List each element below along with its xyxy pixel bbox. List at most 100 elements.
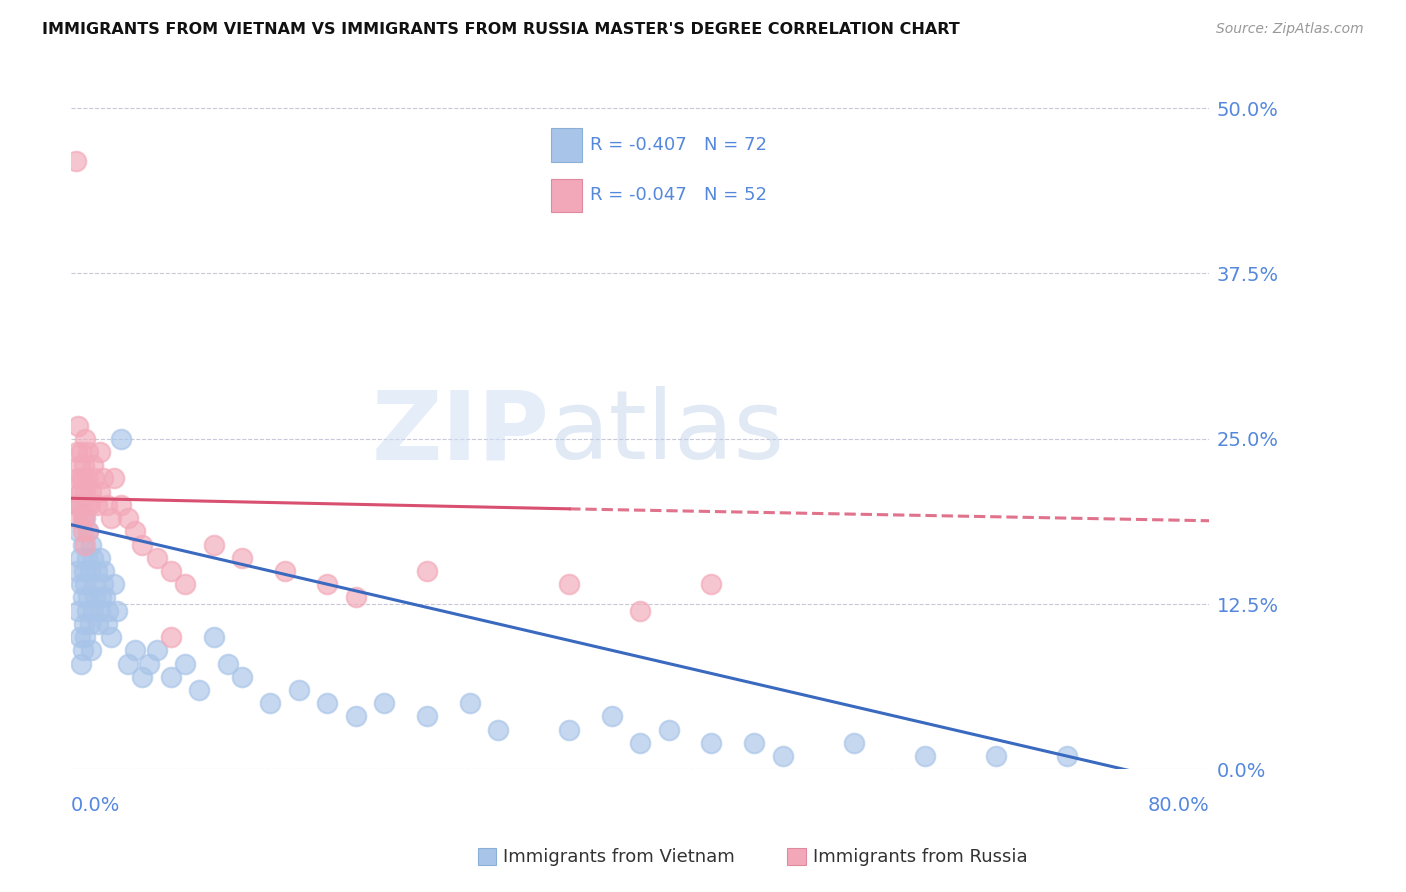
Point [73, 511, 96, 525]
Point [77, 445, 100, 459]
Point [658, 723, 681, 737]
Point [97, 604, 120, 618]
Point [984, 749, 1007, 764]
Point [100, 630, 122, 644]
Point [73, 458, 96, 473]
Point [188, 683, 211, 698]
Point [416, 564, 439, 578]
Point [77, 591, 100, 605]
Point [73, 616, 96, 631]
Point [160, 630, 183, 644]
Point [67, 418, 90, 433]
Point [70, 484, 93, 499]
Point [373, 696, 395, 710]
Point [1056, 749, 1078, 764]
Point [558, 577, 581, 591]
Point [79, 564, 101, 578]
Point [273, 564, 295, 578]
Point [316, 577, 339, 591]
Point [69, 498, 91, 512]
Point [73, 564, 96, 578]
Point [344, 709, 367, 723]
Point [160, 670, 183, 684]
Point [131, 537, 153, 551]
Point [91, 471, 114, 485]
Point [72, 524, 94, 539]
Point [75, 630, 97, 644]
Point [80, 484, 103, 499]
Text: 0.0%: 0.0% [72, 797, 121, 815]
Point [316, 696, 339, 710]
Point [145, 550, 167, 565]
Point [914, 749, 936, 764]
Point [217, 657, 239, 671]
Point [89, 484, 111, 499]
Point [77, 524, 100, 539]
Point [67, 498, 90, 512]
Point [202, 537, 225, 551]
Point [67, 524, 90, 539]
Point [86, 564, 108, 578]
Point [82, 550, 104, 565]
Point [174, 577, 197, 591]
Point [86, 498, 108, 512]
Point [288, 683, 311, 698]
Point [67, 604, 90, 618]
Point [89, 604, 111, 618]
Point [70, 657, 93, 671]
Point [742, 736, 765, 750]
Point [91, 577, 114, 591]
Point [100, 511, 122, 525]
Point [79, 616, 101, 631]
Point [76, 498, 98, 512]
Point [67, 471, 90, 485]
Point [558, 723, 581, 737]
Point [80, 537, 103, 551]
Point [75, 484, 97, 499]
Point [117, 657, 139, 671]
Point [600, 709, 623, 723]
Point [79, 498, 101, 512]
Point [117, 511, 139, 525]
Text: 80.0%: 80.0% [1147, 797, 1209, 815]
Point [66, 511, 89, 525]
Point [75, 577, 97, 591]
Point [76, 471, 98, 485]
Point [75, 537, 97, 551]
Point [72, 643, 94, 657]
Point [83, 577, 105, 591]
Point [69, 458, 91, 473]
Point [66, 445, 89, 459]
Point [110, 432, 132, 446]
Point [202, 630, 225, 644]
Point [628, 604, 651, 618]
Point [69, 630, 91, 644]
Point [628, 736, 651, 750]
Point [96, 498, 118, 512]
Point [75, 432, 97, 446]
Point [416, 709, 439, 723]
Point [82, 604, 104, 618]
Point [72, 511, 94, 525]
Point [145, 643, 167, 657]
Point [842, 736, 865, 750]
Point [72, 537, 94, 551]
Text: IMMIGRANTS FROM VIETNAM VS IMMIGRANTS FROM RUSSIA MASTER'S DEGREE CORRELATION CH: IMMIGRANTS FROM VIETNAM VS IMMIGRANTS FR… [42, 22, 960, 37]
Text: Immigrants from Russia: Immigrants from Russia [813, 847, 1028, 865]
Point [700, 736, 723, 750]
Point [486, 723, 509, 737]
Text: atlas: atlas [550, 386, 785, 480]
Point [69, 484, 91, 499]
Point [77, 524, 100, 539]
Point [344, 591, 367, 605]
Point [700, 577, 723, 591]
Point [72, 471, 94, 485]
Point [76, 550, 98, 565]
Point [772, 749, 794, 764]
Point [231, 670, 253, 684]
Point [70, 445, 93, 459]
Point [103, 471, 125, 485]
Point [70, 471, 93, 485]
Point [138, 657, 160, 671]
Point [80, 643, 103, 657]
